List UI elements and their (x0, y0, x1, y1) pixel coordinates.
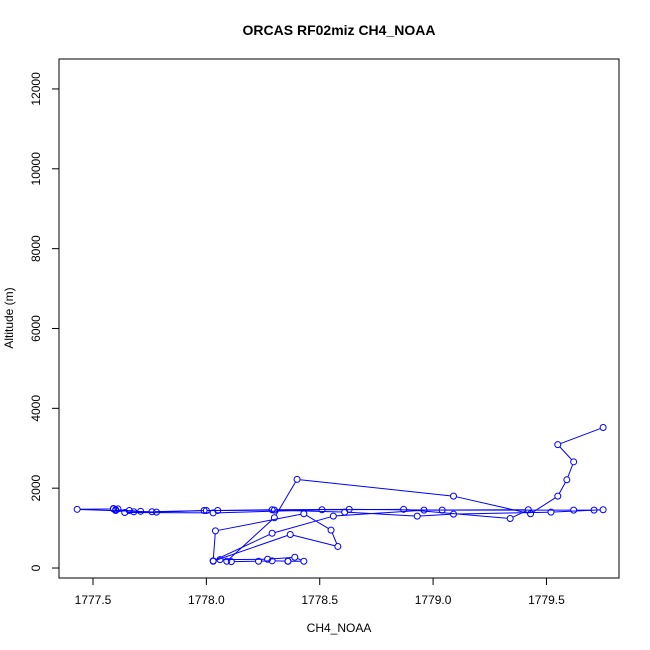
data-point (547, 508, 555, 516)
data-point (148, 508, 156, 516)
data-point (130, 508, 138, 516)
data-point (268, 529, 276, 537)
data-point (227, 558, 235, 566)
x-axis: 1777.5 1778.0 1778.5 1779.0 1779.5 (75, 577, 565, 607)
y-tick-label: 10000 (29, 152, 43, 186)
y-axis-label: Altitude (m) (2, 287, 16, 348)
data-point (286, 530, 294, 538)
series-segment (306, 514, 329, 529)
series-segment (559, 446, 572, 460)
series-segment (154, 510, 202, 513)
data-point (112, 507, 120, 515)
data-point (334, 542, 342, 550)
data-point (341, 508, 349, 516)
series-segment (216, 509, 320, 514)
data-point (200, 507, 208, 515)
y-tick-label: 2000 (29, 475, 43, 502)
data-point (300, 510, 308, 518)
series-segment (331, 532, 338, 544)
data-point (590, 506, 598, 514)
y-tick-label: 4000 (29, 395, 43, 422)
series-segment (215, 534, 270, 561)
series-segment (347, 511, 415, 517)
series-segment (297, 557, 302, 561)
data-point (284, 557, 292, 565)
data-point (327, 526, 335, 534)
series-segment (420, 513, 451, 517)
data-point (268, 557, 276, 565)
data-point (121, 509, 129, 517)
x-tick-label: 1778.5 (301, 593, 338, 607)
data-point (413, 512, 421, 520)
data-point (223, 557, 231, 565)
series-segment (215, 534, 288, 561)
data-point (109, 505, 117, 513)
y-tick-label: 12000 (29, 72, 43, 106)
y-tick-label: 6000 (29, 315, 43, 342)
data-point (554, 492, 562, 500)
series-segment (218, 513, 302, 531)
y-axis: 0 2000 4000 6000 8000 10000 12000 (29, 72, 60, 571)
data-point (152, 508, 160, 516)
x-tick-label: 1779.0 (415, 593, 452, 607)
data-point (270, 506, 278, 514)
data-point (270, 514, 278, 522)
data-point (449, 510, 457, 518)
series-segment (456, 511, 548, 515)
y-tick-label: 0 (29, 564, 43, 571)
series-segment (277, 509, 342, 513)
data-point (563, 476, 571, 484)
x-tick-label: 1779.5 (528, 593, 565, 607)
data-point (570, 458, 578, 466)
x-tick-label: 1778.0 (188, 593, 225, 607)
data-point (527, 510, 535, 518)
data-point (202, 507, 210, 515)
data-point (293, 475, 301, 483)
data-point (506, 515, 514, 523)
data-point (438, 506, 446, 514)
data-point (255, 557, 263, 565)
data-point (420, 506, 428, 514)
series-segment (228, 519, 273, 560)
data-point (318, 506, 326, 514)
data-point (570, 506, 578, 514)
data-point (216, 556, 224, 564)
data-point (211, 527, 219, 535)
series-segment (299, 479, 451, 497)
y-tick-label: 8000 (29, 235, 43, 262)
chart-title: ORCAS RF02miz CH4_NOAA (243, 22, 436, 38)
data-point (125, 507, 133, 515)
data-point (264, 555, 272, 563)
data-point (209, 557, 217, 565)
series-layer (73, 423, 607, 566)
data-point (300, 557, 308, 565)
data-point (291, 553, 299, 561)
series-segment (352, 508, 440, 511)
series-segment (512, 510, 526, 518)
series-segment (336, 509, 422, 517)
data-point (400, 505, 408, 513)
x-tick-label: 1777.5 (75, 593, 112, 607)
data-point (137, 507, 145, 515)
data-point (214, 507, 222, 515)
series-segment (293, 534, 336, 547)
series-segment (274, 516, 331, 533)
data-point (599, 423, 607, 431)
data-point (73, 505, 81, 513)
series-segment (558, 482, 566, 494)
data-point (554, 441, 562, 449)
data-point (599, 506, 607, 514)
series-segment (560, 428, 601, 445)
x-axis-label: CH4_NOAA (307, 621, 372, 635)
series-segment (212, 533, 216, 558)
data-point (524, 506, 532, 514)
data-point (329, 512, 337, 520)
series-segment (567, 464, 574, 478)
data-point (449, 492, 457, 500)
